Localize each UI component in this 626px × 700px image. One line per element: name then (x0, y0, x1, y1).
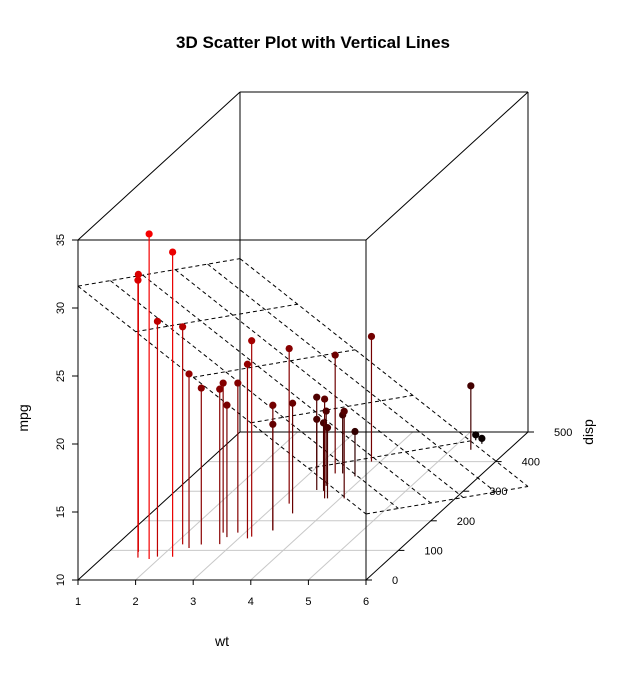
data-point (248, 337, 256, 345)
grid-line-x (308, 431, 471, 581)
data-point (145, 230, 153, 238)
y-tick-label: 100 (424, 545, 442, 557)
plane-line-y (174, 269, 464, 498)
y-tick-label: 300 (489, 486, 507, 498)
data-point (134, 276, 142, 284)
plane-line-y (207, 263, 496, 493)
y-tick-label: 200 (457, 516, 475, 528)
data-point (288, 399, 297, 407)
data-point (321, 395, 329, 403)
data-point (234, 379, 242, 387)
data-point (367, 332, 376, 341)
x-axis-ticks: 1 2 3 4 5 6 (75, 580, 369, 608)
x-tick-label: 4 (248, 596, 254, 608)
x-axis-label: wt (214, 633, 229, 649)
y-tick-label: 400 (522, 457, 540, 469)
regression-plane (77, 258, 529, 515)
data-point (243, 360, 252, 368)
box-edge (77, 431, 241, 581)
data-point (478, 434, 486, 442)
z-tick-label: 35 (55, 234, 67, 246)
data-point (223, 401, 231, 409)
data-point (216, 385, 224, 393)
plane-line-x (365, 485, 529, 515)
y-axis-ticks: 0 100 200 300 400 500 (366, 427, 572, 587)
plane-line-y (77, 285, 367, 515)
chart-title: 3D Scatter Plot with Vertical Lines (176, 33, 450, 52)
box-edge (77, 91, 241, 241)
z-tick-label: 30 (55, 302, 67, 314)
data-point (322, 407, 330, 415)
data-point (219, 379, 227, 387)
plane-line-y (110, 280, 399, 509)
plane-line-x (193, 349, 356, 378)
x-tick-label: 3 (190, 596, 196, 608)
box-edge (365, 91, 529, 241)
x-tick-label: 2 (133, 596, 139, 608)
data-points (134, 230, 486, 559)
data-point (351, 427, 359, 436)
data-point (340, 407, 348, 415)
plot-box (77, 91, 529, 581)
data-point (134, 270, 142, 279)
data-point (269, 420, 277, 428)
x-tick-label: 6 (363, 596, 369, 608)
data-point (319, 419, 328, 427)
plane-line-x (135, 303, 298, 333)
z-axis-ticks: 10 15 20 25 30 35 (55, 234, 78, 586)
z-tick-label: 20 (55, 438, 67, 450)
z-tick-label: 10 (55, 574, 67, 586)
z-tick-label: 15 (55, 506, 67, 518)
data-point (179, 323, 187, 331)
plane-line-x (250, 394, 413, 424)
data-point (313, 393, 321, 401)
data-point (153, 317, 162, 325)
plane-line-x (77, 258, 241, 287)
data-point (323, 424, 332, 432)
y-tick-label: 0 (392, 575, 398, 587)
y-axis-label: disp (580, 419, 596, 445)
z-tick-label: 25 (55, 370, 67, 382)
grid-line-x (250, 431, 414, 581)
grid-line-x (135, 431, 298, 581)
data-point (269, 401, 277, 409)
data-point (472, 431, 480, 439)
plane-line-y (239, 258, 529, 487)
plane-line-y (142, 274, 432, 504)
plane-line-x (308, 440, 471, 469)
data-point (185, 370, 193, 378)
x-tick-label: 5 (305, 596, 311, 608)
x-tick-label: 1 (75, 596, 81, 608)
box-edge (365, 431, 529, 581)
y-tick-label: 500 (554, 427, 572, 439)
z-axis-label: mpg (15, 404, 31, 431)
data-point (197, 384, 205, 392)
data-point (313, 415, 321, 423)
floor-grid (110, 431, 496, 581)
data-point (331, 351, 339, 359)
data-point (169, 248, 177, 256)
grid-line-x (192, 431, 356, 581)
data-point (285, 344, 293, 353)
data-point (467, 382, 475, 390)
